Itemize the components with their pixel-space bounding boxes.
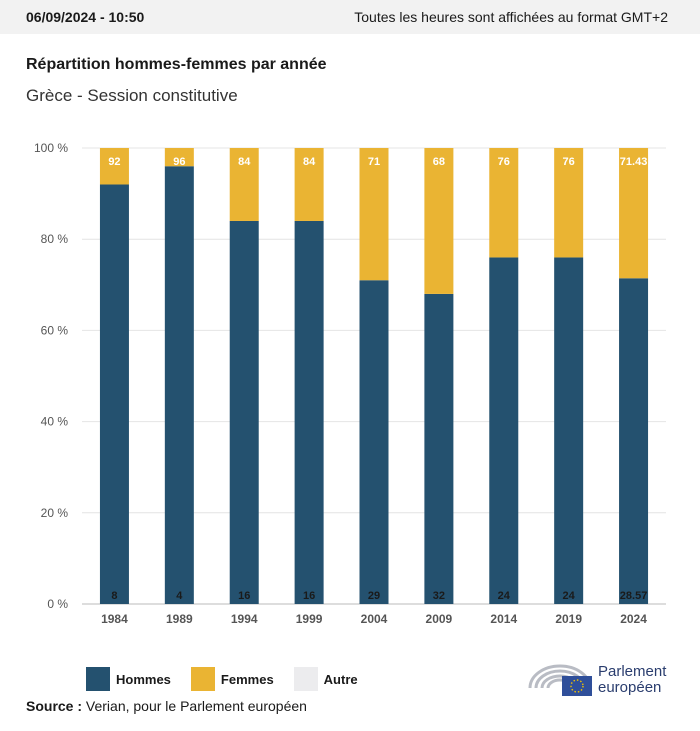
bar-hommes	[229, 220, 259, 604]
y-tick-label: 100 %	[34, 141, 68, 155]
logo-text: Parlement européen	[598, 664, 666, 696]
source-text: Verian, pour le Parlement européen	[85, 698, 307, 714]
x-tick-label: 2024	[620, 612, 647, 626]
logo-line-2: européen	[598, 679, 662, 696]
data-label-hommes: 84	[303, 156, 316, 168]
legend-swatch-hommes	[86, 667, 110, 691]
bar-hommes	[424, 293, 454, 604]
x-tick-label: 2019	[555, 612, 582, 626]
stacked-bar-chart: 0 % 20 % 40 % 60 % 80 % 100 % 92 8 1984 96 4 1989 84…	[34, 141, 666, 626]
data-label-femmes: 16	[238, 590, 250, 602]
data-label-hommes: 68	[433, 156, 445, 168]
european-parliament-logo: Parlement européen	[528, 660, 678, 698]
bar-femmes	[294, 148, 324, 221]
data-label-hommes: 71	[368, 156, 380, 168]
bar-femmes	[99, 148, 129, 185]
legend-item-hommes[interactable]: Hommes	[86, 667, 171, 691]
data-label-hommes: 92	[108, 156, 120, 168]
data-label-femmes: 16	[303, 590, 315, 602]
data-label-femmes: 24	[563, 590, 576, 602]
chart-title: Répartition hommes-femmes par année	[26, 56, 327, 73]
bar-femmes	[424, 148, 454, 294]
chart-subtitle: Grèce - Session constitutive	[26, 86, 238, 105]
x-tick-label: 2014	[490, 612, 517, 626]
data-label-femmes: 29	[368, 590, 380, 602]
legend-swatch-femmes	[190, 667, 215, 691]
header-datetime: 06/09/2024 - 10:50	[26, 9, 145, 25]
source-label: Source :	[26, 698, 83, 714]
bar-femmes	[554, 148, 584, 258]
bar-hommes	[619, 278, 649, 604]
source-note: Source : Verian, pour le Parlement europ…	[26, 698, 307, 714]
y-tick-label: 60 %	[41, 323, 69, 337]
bar-femmes	[359, 148, 389, 281]
x-tick-label: 1989	[166, 612, 193, 626]
bar-hommes	[554, 257, 584, 604]
bar-femmes	[164, 148, 194, 167]
bar-hommes	[99, 184, 129, 605]
data-label-femmes: 4	[176, 590, 183, 602]
bar-hommes	[294, 220, 324, 604]
legend-swatch-autre	[293, 667, 318, 691]
x-tick-label: 2009	[426, 612, 453, 626]
header-bar: 06/09/2024 - 10:50 Toutes les heures son…	[0, 0, 700, 34]
parliament-hemicycle-icon	[528, 664, 592, 696]
x-tick-label: 1999	[296, 612, 323, 626]
legend-label-hommes: Hommes	[116, 671, 171, 687]
data-label-femmes: 32	[433, 590, 445, 602]
data-label-hommes: 84	[238, 156, 251, 168]
bar-hommes	[164, 166, 194, 605]
bar-femmes	[229, 148, 259, 221]
chart-legend: Hommes Femmes Autre	[86, 666, 378, 692]
data-label-hommes: 71.43	[620, 156, 648, 168]
data-label-femmes: 24	[498, 590, 511, 602]
timezone-note: Toutes les heures sont affichées au form…	[354, 9, 668, 25]
bar-femmes	[619, 148, 649, 279]
bar-hommes	[359, 280, 389, 604]
y-tick-label: 80 %	[41, 232, 69, 246]
legend-label-femmes: Femmes	[220, 671, 274, 687]
data-label-femmes: 8	[111, 590, 117, 602]
legend-item-femmes[interactable]: Femmes	[190, 667, 274, 691]
logo-line-1: Parlement	[598, 663, 667, 680]
legend-item-autre[interactable]: Autre	[293, 667, 358, 691]
y-tick-label: 40 %	[41, 415, 69, 429]
data-label-femmes: 28.57	[620, 590, 648, 602]
bar-hommes	[489, 257, 519, 604]
x-tick-label: 1984	[101, 612, 128, 626]
x-tick-label: 1994	[231, 612, 258, 626]
y-tick-label: 0 %	[47, 597, 68, 611]
data-label-hommes: 76	[498, 156, 510, 168]
y-tick-label: 20 %	[41, 506, 69, 520]
data-label-hommes: 76	[563, 156, 575, 168]
x-tick-label: 2004	[361, 612, 388, 626]
bar-femmes	[489, 148, 519, 258]
legend-label-autre: Autre	[323, 671, 358, 687]
data-label-hommes: 96	[173, 156, 185, 168]
